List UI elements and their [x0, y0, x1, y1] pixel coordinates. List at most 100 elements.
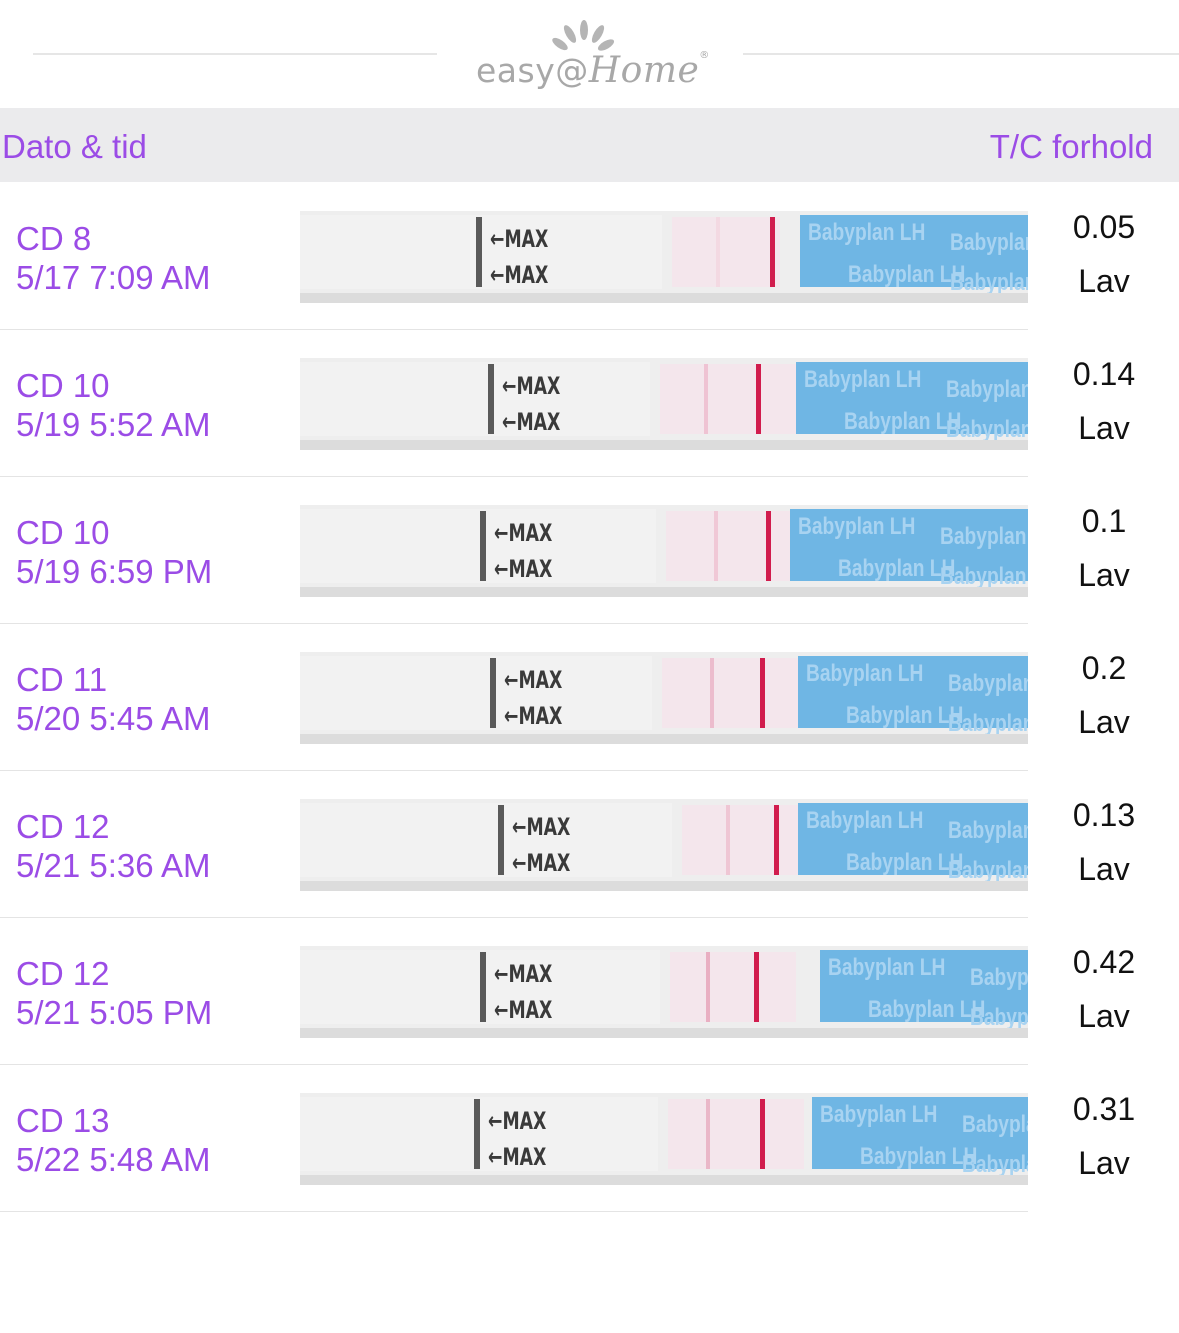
brand-text: Babyplan LH: [868, 996, 986, 1023]
test-row[interactable]: CD 13 5/22 5:48 AM ←MAX ←MAX Babyplan LH Baby…: [0, 1065, 1179, 1212]
strip-handle: [300, 656, 652, 730]
row-divider: [0, 329, 1028, 330]
strip-shadow: [300, 734, 1028, 744]
lh-level-label: Lav: [1078, 998, 1130, 1034]
sunburst-icon: [552, 20, 615, 51]
row-divider: [0, 476, 1028, 477]
test-row[interactable]: CD 10 5/19 5:52 AM ←MAX ←MAX Babyplan LH Baby…: [0, 330, 1179, 477]
control-line: [766, 511, 771, 581]
test-row[interactable]: CD 11 5/20 5:45 AM ←MAX ←MAX Babyplan LH Baby…: [0, 624, 1179, 771]
brand-text: Babyplan LH: [962, 1151, 1028, 1178]
cycle-day-label: CD 8: [16, 220, 92, 257]
brand-text: Babyplan LH: [804, 366, 922, 393]
brand-text: Babyplan LH: [828, 954, 946, 981]
brand-text: Babyplan LH: [946, 376, 1028, 403]
logo-wordmark: easy@Home®: [476, 50, 710, 91]
max-label: ←MAX: [488, 1107, 547, 1135]
lh-level-label: Lav: [1078, 263, 1130, 299]
test-line: [704, 364, 708, 434]
test-line: [714, 511, 718, 581]
brand-text: Babyplan LH: [940, 523, 1028, 550]
test-datetime: 5/22 5:48 AM: [16, 1141, 211, 1178]
max-line: [498, 805, 504, 875]
test-line: [710, 658, 714, 728]
brand-text: Babyplan LH: [806, 660, 924, 687]
max-label: ←MAX: [504, 702, 563, 730]
strip-shadow: [300, 1028, 1028, 1038]
lh-level-label: Lav: [1078, 851, 1130, 887]
max-line: [480, 511, 486, 581]
logo-header: easy@Home®: [0, 0, 1179, 108]
test-row[interactable]: CD 10 5/19 6:59 PM ←MAX ←MAX Babyplan LH Baby…: [0, 477, 1179, 624]
row-divider: [0, 1064, 1028, 1065]
brand-text: Babyplan LH: [950, 229, 1028, 256]
control-line: [770, 217, 775, 287]
brand-text: Babyplan LH: [846, 702, 964, 729]
max-line: [490, 658, 496, 728]
row-divider: [0, 1211, 1028, 1212]
brand-text: Babyplan LH: [798, 513, 916, 540]
test-datetime: 5/19 5:52 AM: [16, 406, 211, 443]
max-label: ←MAX: [502, 408, 561, 436]
row-divider: [0, 623, 1028, 624]
test-row[interactable]: CD 12 5/21 5:36 AM ←MAX ←MAX Babyplan LH Baby…: [0, 771, 1179, 918]
brand-text: Babyplan LH: [940, 563, 1028, 590]
max-label: ←MAX: [488, 1143, 547, 1171]
brand-text: Babyplan LH: [948, 670, 1028, 697]
test-datetime: 5/20 5:45 AM: [16, 700, 211, 737]
max-line: [476, 217, 482, 287]
table-header: Dato & tid T/C forhold: [0, 108, 1179, 182]
brand-text: Babyplan LH: [962, 1111, 1028, 1138]
lh-level-label: Lav: [1078, 1145, 1130, 1181]
brand-text: Babyplan LH: [948, 857, 1028, 884]
brand-text: Babyplan LH: [820, 1101, 938, 1128]
header-tc-ratio: T/C forhold: [989, 128, 1153, 165]
test-datetime: 5/21 5:05 PM: [16, 994, 213, 1031]
strip-handle: [300, 362, 650, 436]
test-datetime: 5/19 6:59 PM: [16, 553, 213, 590]
row-divider: [0, 917, 1028, 918]
brand-text: Babyplan LH: [806, 807, 924, 834]
cycle-day-label: CD 12: [16, 808, 110, 845]
strip-shadow: [300, 440, 1028, 450]
result-window: [660, 364, 796, 434]
cycle-day-label: CD 11: [16, 661, 108, 698]
max-label: ←MAX: [494, 519, 553, 547]
tc-ratio-value: 0.1: [1081, 503, 1127, 539]
logo-divider-left: [33, 53, 437, 55]
max-label: ←MAX: [494, 996, 553, 1024]
test-line: [706, 952, 710, 1022]
brand-text: Babyplan LH: [948, 710, 1028, 737]
control-line: [756, 364, 761, 434]
result-window: [670, 952, 796, 1022]
max-label: ←MAX: [494, 555, 553, 583]
max-label: ←MAX: [512, 813, 571, 841]
tc-ratio-value: 0.14: [1072, 356, 1136, 392]
test-row[interactable]: CD 8 5/17 7:09 AM ←MAX ←MAX Babyplan LH Babyp…: [0, 183, 1179, 330]
test-strip-photo: ←MAX ←MAX Babyplan LH Babyplan LH Babyplan L…: [300, 505, 1028, 597]
test-row[interactable]: CD 12 5/21 5:05 PM ←MAX ←MAX Babyplan LH Baby…: [0, 918, 1179, 1065]
lh-level-label: Lav: [1078, 557, 1130, 593]
brand-text: Babyplan LH: [970, 964, 1028, 991]
result-window: [682, 805, 798, 875]
test-line: [726, 805, 730, 875]
tc-ratio-value: 0.2: [1081, 650, 1127, 686]
max-label: ←MAX: [502, 372, 561, 400]
easy-home-logo: easy@Home®: [472, 18, 712, 98]
strip-handle: [300, 803, 672, 877]
result-window: [662, 658, 798, 728]
brand-text: Babyplan LH: [846, 849, 964, 876]
result-window: [672, 217, 780, 287]
brand-text: Babyplan LH: [848, 261, 966, 288]
brand-text: Babyplan LH: [860, 1143, 978, 1170]
max-label: ←MAX: [504, 666, 563, 694]
control-line: [760, 658, 765, 728]
